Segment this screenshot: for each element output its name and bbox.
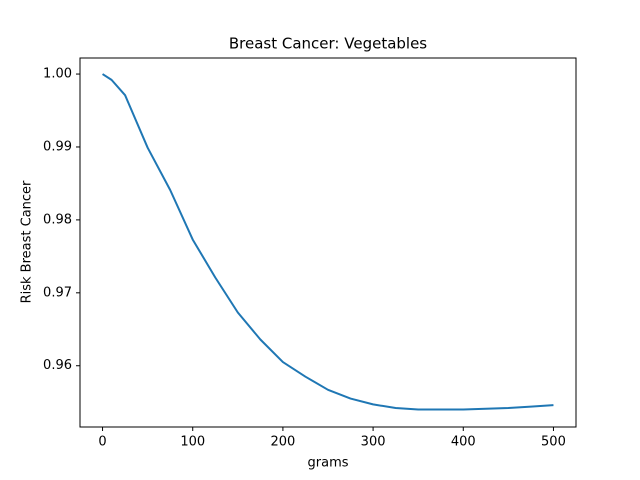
- x-tick-label: 500: [541, 435, 566, 450]
- y-axis-label: Risk Breast Cancer: [20, 180, 35, 303]
- x-tick-label: 400: [451, 435, 476, 450]
- y-tick-label: 0.97: [43, 285, 72, 300]
- y-tick-label: 0.99: [43, 139, 72, 154]
- x-tick-label: 200: [270, 435, 295, 450]
- x-tick-label: 300: [361, 435, 386, 450]
- y-tick-label: 0.96: [43, 358, 72, 373]
- y-tick-label: 0.98: [43, 212, 72, 227]
- x-tick-label: 0: [98, 435, 106, 450]
- chart-title: Breast Cancer: Vegetables: [229, 35, 427, 53]
- plot-frame: [79, 57, 577, 428]
- y-tick-label: 1.00: [43, 67, 72, 82]
- x-tick-label: 100: [180, 435, 205, 450]
- line: [102, 73, 554, 411]
- x-axis-label: grams: [308, 456, 349, 471]
